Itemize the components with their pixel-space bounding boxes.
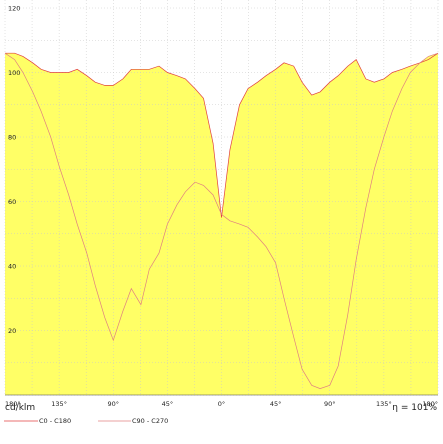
x-tick-label: 135° xyxy=(376,400,392,408)
x-tick-label: 180° xyxy=(5,400,21,408)
x-tick-label: 0° xyxy=(218,400,225,408)
x-tick-label: 90° xyxy=(107,400,119,408)
grid xyxy=(4,0,439,396)
legend: C0 - C180 C90 - C270 xyxy=(4,417,168,425)
efficiency-label: η = 101% xyxy=(392,403,437,413)
y-tick-label: 20 xyxy=(8,327,16,335)
y-tick-label: 40 xyxy=(8,263,16,271)
x-tick-label: 135° xyxy=(51,400,67,408)
y-tick-label: 60 xyxy=(8,198,16,206)
y-tick-label: 80 xyxy=(8,134,16,142)
y-tick-label: 100 xyxy=(8,69,20,77)
legend-label-c90-c270: C90 - C270 xyxy=(132,417,168,425)
series-area-1 xyxy=(5,53,438,395)
series-line-1 xyxy=(4,52,439,389)
y-tick-label: 120 xyxy=(8,5,20,13)
x-tick-label: 180° xyxy=(422,400,438,408)
x-tick-label: 45° xyxy=(162,400,174,408)
legend-label-c0-c180: C0 - C180 xyxy=(39,417,71,425)
series-line-0 xyxy=(5,52,439,218)
x-tick-label: 90° xyxy=(324,400,336,408)
x-tick-label: 45° xyxy=(270,400,282,408)
unit-label: cd/klm xyxy=(5,403,35,413)
